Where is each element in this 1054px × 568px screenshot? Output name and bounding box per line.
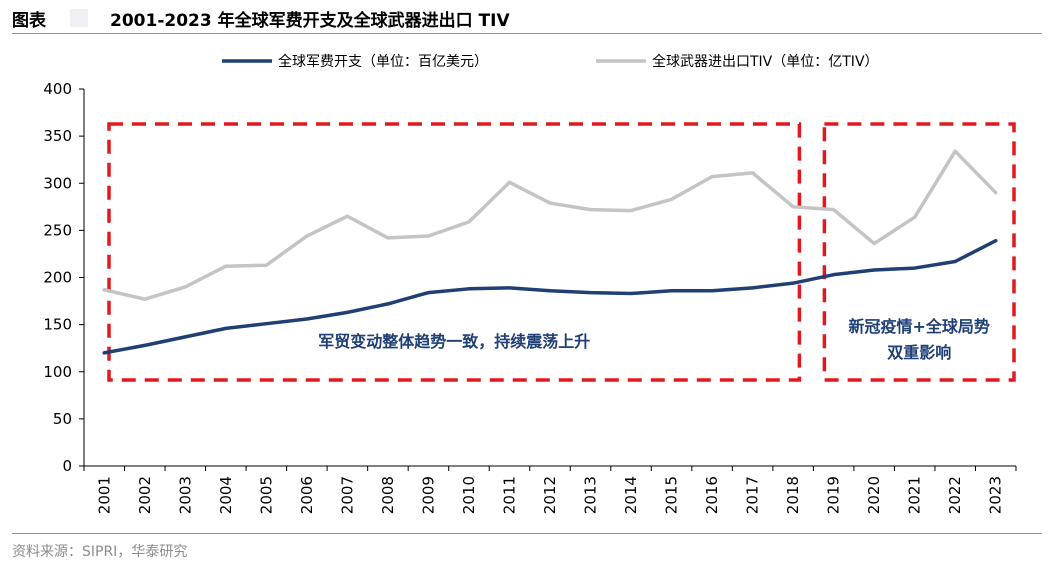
series-2-point-2011 <box>507 180 511 184</box>
series-1-point-2009 <box>426 291 430 295</box>
x-tick-label-2019: 2019 <box>825 476 843 514</box>
chart-title: 2001-2023 年全球军费开支及全球武器进出口 TIV <box>110 11 510 31</box>
figure-label-box <box>70 9 88 27</box>
series-2-point-2012 <box>548 201 552 205</box>
y-tick-label-300: 300 <box>43 174 72 192</box>
series-2-point-2004 <box>224 264 228 268</box>
series-1-point-2004 <box>224 326 228 330</box>
header-divider <box>12 33 1042 34</box>
series-1-point-2014 <box>629 292 633 296</box>
x-tick-label-2016: 2016 <box>703 476 721 514</box>
series-2-point-2013 <box>589 208 593 212</box>
series-1-point-2010 <box>467 287 471 291</box>
x-tick-label-2022: 2022 <box>946 476 964 514</box>
footer-divider <box>12 533 1042 534</box>
annotation-text-2-1: 新冠疫情+全球局势 <box>848 317 989 336</box>
x-tick-label-2020: 2020 <box>865 476 883 514</box>
series-2-point-2020 <box>872 242 876 246</box>
series-1-point-2005 <box>264 322 268 326</box>
legend-label-2: 全球武器进出口TIV（单位：亿TIV） <box>652 53 879 70</box>
x-tick-label-2011: 2011 <box>500 476 518 514</box>
x-tick-label-2010: 2010 <box>460 476 478 514</box>
legend-label-1: 全球军费开支（单位：百亿美元） <box>278 53 488 70</box>
x-tick-label-2009: 2009 <box>419 476 437 514</box>
x-tick-label-2023: 2023 <box>987 476 1005 514</box>
series-2-point-2010 <box>467 220 471 224</box>
x-tick-label-2002: 2002 <box>136 476 154 514</box>
series-1-point-2022 <box>953 259 957 263</box>
y-tick-label-200: 200 <box>43 269 72 287</box>
series-2-point-2017 <box>751 171 755 175</box>
series-1-point-2006 <box>305 317 309 321</box>
series-2-point-2008 <box>386 236 390 240</box>
x-tick-label-2006: 2006 <box>298 476 316 514</box>
x-tick-label-2015: 2015 <box>663 476 681 514</box>
y-tick-label-0: 0 <box>62 457 72 475</box>
series-1-point-2019 <box>832 273 836 277</box>
x-tick-label-2007: 2007 <box>338 476 356 514</box>
series-1-point-2012 <box>548 289 552 293</box>
x-tick-label-2017: 2017 <box>744 476 762 514</box>
series-2-point-2019 <box>832 208 836 212</box>
figure-header: 图表 2001-2023 年全球军费开支及全球武器进出口 TIV <box>0 0 1054 34</box>
x-tick-label-2012: 2012 <box>541 476 559 514</box>
series-1-point-2021 <box>913 266 917 270</box>
x-tick-label-2013: 2013 <box>582 476 600 514</box>
series-1-point-2020 <box>872 268 876 272</box>
annotation-text-2-2: 双重影响 <box>887 343 951 362</box>
y-tick-label-250: 250 <box>43 221 72 239</box>
x-tick-label-2005: 2005 <box>257 476 275 514</box>
series-2-point-2021 <box>913 215 917 219</box>
x-tick-label-2008: 2008 <box>379 476 397 514</box>
x-tick-label-2018: 2018 <box>784 476 802 514</box>
series-2-point-2002 <box>143 297 147 301</box>
series-1-point-2015 <box>670 289 674 293</box>
series-2-point-2009 <box>426 234 430 238</box>
series-1-point-2003 <box>183 335 187 339</box>
y-tick-label-50: 50 <box>53 410 72 428</box>
annotation-text-1-1: 军贸变动整体趋势一致，持续震荡上升 <box>318 332 590 351</box>
series-2-point-2007 <box>345 214 349 218</box>
x-tick-label-2001: 2001 <box>95 476 113 514</box>
series-2-point-2022 <box>953 149 957 153</box>
y-tick-label-350: 350 <box>43 127 72 145</box>
series-2-point-2003 <box>183 285 187 289</box>
y-tick-label-100: 100 <box>43 363 72 381</box>
x-tick-label-2004: 2004 <box>217 476 235 514</box>
series-2-point-2001 <box>102 288 106 292</box>
series-1-point-2016 <box>710 289 714 293</box>
series-2-point-2014 <box>629 209 633 213</box>
series-line-2 <box>102 149 998 301</box>
series-1-point-2017 <box>751 286 755 290</box>
y-tick-label-150: 150 <box>43 316 72 334</box>
series-2-point-2015 <box>670 197 674 201</box>
series-1-point-2007 <box>345 310 349 314</box>
series-2-point-2016 <box>710 175 714 179</box>
source-note: 资料来源：SIPRI，华泰研究 <box>12 544 188 560</box>
series-1-point-2013 <box>589 291 593 295</box>
line-chart: 0 50 100 150 200 250 300 350 400 2001 2002 2003 2004… <box>43 53 1017 514</box>
series-2-point-2018 <box>791 205 795 209</box>
series-2-point-2006 <box>305 234 309 238</box>
annotation-box-2 <box>822 122 1016 382</box>
series-1-point-2002 <box>143 343 147 347</box>
series-2-point-2023 <box>994 191 998 195</box>
x-tick-label-2014: 2014 <box>622 476 640 514</box>
annotation-box-1 <box>107 122 802 382</box>
figure-label: 图表 <box>12 11 46 31</box>
series-2-point-2005 <box>264 263 268 267</box>
x-tick-label-2021: 2021 <box>906 476 924 514</box>
x-tick-label-2003: 2003 <box>176 476 194 514</box>
series-1-point-2008 <box>386 302 390 306</box>
series-1-point-2018 <box>791 281 795 285</box>
series-1-point-2001 <box>102 351 106 355</box>
series-1-point-2011 <box>507 286 511 290</box>
series-1-point-2023 <box>994 239 998 243</box>
y-tick-label-400: 400 <box>43 80 72 98</box>
